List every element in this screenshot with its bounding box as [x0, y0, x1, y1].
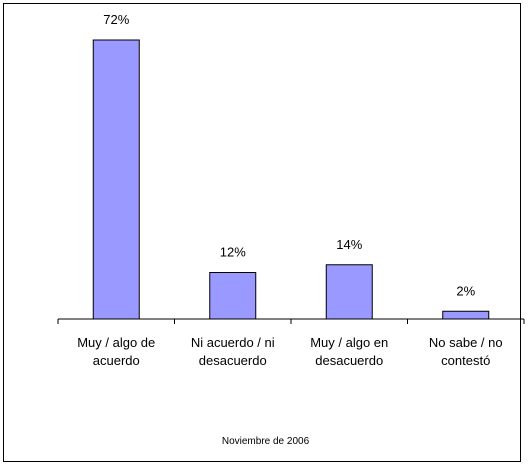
x-axis-ticks-group	[57, 319, 525, 324]
bar	[92, 39, 140, 320]
bar	[442, 310, 490, 320]
category-label: contestó	[441, 353, 490, 368]
category-label: No sabe / no	[429, 335, 503, 350]
value-labels-group: 72% 12% 14% 2%	[103, 12, 475, 298]
category-label: acuerdo	[93, 353, 140, 368]
category-label: Muy / algo en	[310, 335, 388, 350]
bars-group	[92, 39, 490, 320]
value-label: 14%	[336, 237, 362, 252]
category-label: desacuerdo	[315, 353, 383, 368]
value-label: 72%	[103, 12, 129, 27]
category-label: desacuerdo	[199, 353, 267, 368]
value-label: 12%	[220, 245, 246, 260]
bar	[325, 264, 373, 320]
category-labels-group: Muy / algo de acuerdo Ni acuerdo / ni desac…	[77, 335, 502, 368]
chart-frame	[3, 3, 521, 462]
bar	[209, 272, 257, 320]
footnote: Noviembre de 2006	[221, 436, 310, 447]
category-label: Ni acuerdo / ni	[191, 335, 275, 350]
value-label: 2%	[456, 283, 475, 298]
category-label: Muy / algo de	[77, 335, 155, 350]
